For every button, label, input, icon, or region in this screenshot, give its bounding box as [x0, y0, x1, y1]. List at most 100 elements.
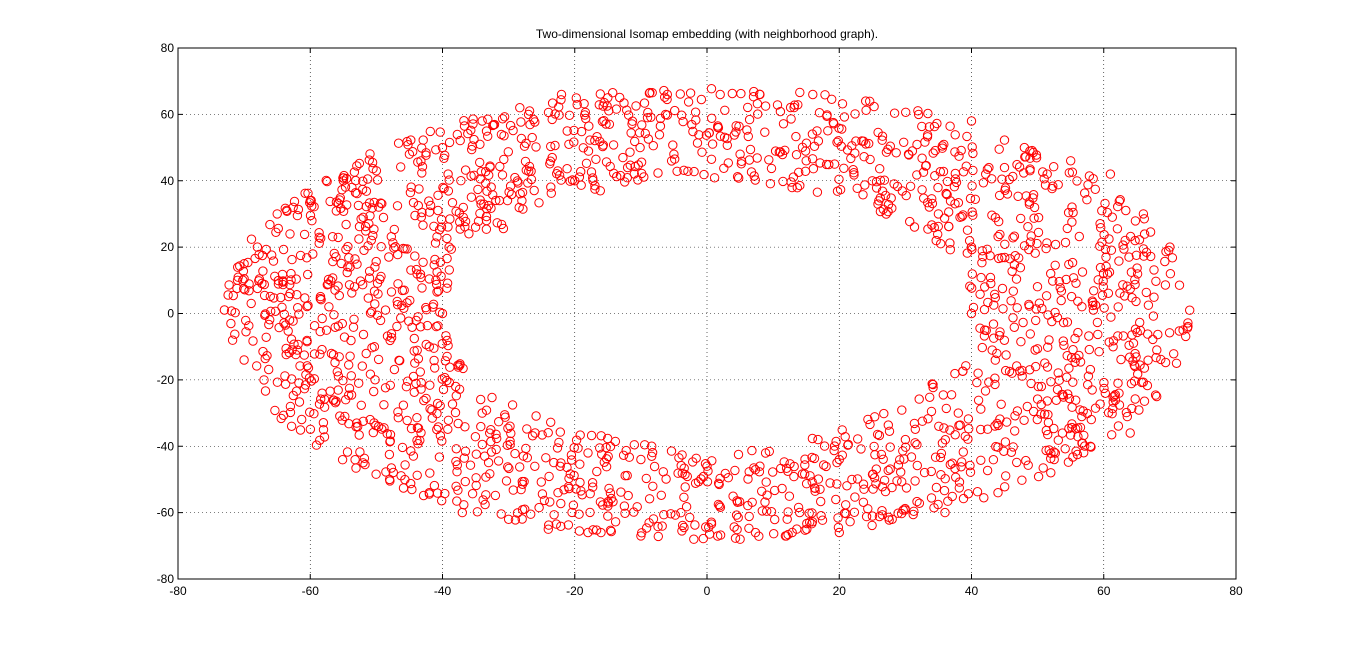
scatter-point — [455, 360, 465, 370]
scatter-point — [908, 509, 918, 520]
scatter-point — [1012, 457, 1022, 468]
scatter-point — [315, 349, 325, 359]
scatter-point — [791, 150, 802, 160]
scatter-point — [733, 449, 744, 460]
x-axis-ticks: -80 -60 -40 -20 0 20 40 60 80 — [169, 48, 1243, 598]
scatter-point — [339, 332, 350, 342]
scatter-point — [1014, 162, 1025, 172]
scatter-point — [1029, 202, 1040, 213]
scatter-point — [917, 121, 927, 132]
scatter-point — [968, 210, 978, 220]
scatter-point — [982, 424, 993, 434]
scatter-point — [1053, 368, 1063, 378]
scatter-point — [1013, 191, 1023, 202]
scatter-point — [962, 225, 973, 235]
scatter-point — [675, 89, 685, 99]
scatter-point — [485, 469, 495, 479]
scatter-point — [282, 206, 292, 217]
scatter-point — [338, 176, 348, 186]
scatter-point — [460, 446, 471, 456]
scatter-point — [657, 521, 667, 531]
scatter-point — [393, 407, 403, 417]
scatter-point — [989, 300, 999, 310]
scatter-point — [1171, 358, 1182, 368]
scatter-point — [405, 187, 416, 198]
scatter-point — [859, 152, 869, 162]
scatter-point — [392, 201, 403, 211]
scatter-point — [1104, 267, 1115, 277]
scatter-point — [1017, 371, 1027, 381]
scatter-point — [524, 166, 534, 177]
scatter-point — [978, 251, 988, 262]
scatter-point — [334, 290, 344, 301]
scatter-point — [260, 353, 270, 364]
scatter-point — [397, 285, 408, 296]
scatter-point — [514, 202, 524, 213]
scatter-point — [958, 447, 968, 457]
scatter-point — [990, 289, 1000, 299]
scatter-point — [330, 285, 340, 295]
scatter-point — [1015, 263, 1026, 273]
scatter-point — [595, 497, 606, 507]
scatter-point — [865, 154, 875, 165]
scatter-point — [907, 146, 918, 156]
scatter-point — [637, 528, 647, 538]
scatter-point — [874, 511, 885, 522]
scatter-point — [954, 483, 964, 493]
scatter-point — [622, 162, 633, 173]
scatter-point — [1074, 231, 1085, 242]
scatter-point — [653, 531, 663, 542]
scatter-point — [993, 488, 1003, 498]
scatter-point — [417, 283, 427, 293]
scatter-point — [1038, 463, 1048, 473]
scatter-point — [467, 144, 477, 155]
scatter-point — [961, 361, 971, 371]
scatter-point — [1016, 337, 1026, 347]
scatter-point — [311, 440, 322, 450]
scatter-point — [913, 106, 923, 116]
scatter-point — [252, 242, 263, 252]
scatter-point — [744, 511, 754, 522]
scatter-point — [239, 274, 249, 284]
scatter-point — [704, 522, 714, 532]
scatter-point — [1121, 205, 1131, 216]
scatter-point — [730, 465, 740, 476]
scatter-point — [1151, 276, 1161, 286]
scatter-point — [1169, 349, 1179, 359]
scatter-point — [702, 477, 713, 487]
scatter-point — [612, 171, 622, 182]
scatter-point — [319, 432, 330, 442]
scatter-point — [379, 400, 389, 410]
y-tick-label: 60 — [161, 107, 175, 121]
scatter-point — [707, 456, 717, 466]
scatter-point — [445, 214, 455, 224]
grid-lines — [178, 48, 1236, 579]
scatter-point — [742, 125, 752, 135]
scatter-point — [472, 507, 483, 517]
scatter-point — [524, 106, 535, 116]
scatter-point — [372, 310, 383, 320]
scatter-point — [564, 473, 574, 484]
scatter-point — [1049, 423, 1059, 434]
scatter-point — [415, 322, 426, 332]
scatter-point — [519, 141, 530, 151]
scatter-point — [659, 510, 669, 520]
scatter-point — [266, 306, 276, 316]
scatter-point — [408, 197, 419, 208]
scatter-point — [810, 483, 820, 493]
scatter-point — [1130, 394, 1140, 404]
scatter-point — [418, 257, 428, 267]
scatter-point — [977, 258, 987, 268]
scatter-point — [953, 198, 964, 208]
scatter-point — [875, 164, 885, 174]
scatter-point — [574, 526, 585, 536]
scatter-point — [360, 221, 371, 232]
scatter-point — [502, 440, 513, 450]
scatter-point — [408, 371, 419, 382]
scatter-point — [1068, 273, 1079, 283]
scatter-point — [1152, 391, 1162, 402]
scatter-point — [805, 517, 815, 527]
scatter-point — [1019, 415, 1029, 425]
scatter-point — [496, 509, 506, 519]
scatter-point — [1036, 381, 1047, 392]
